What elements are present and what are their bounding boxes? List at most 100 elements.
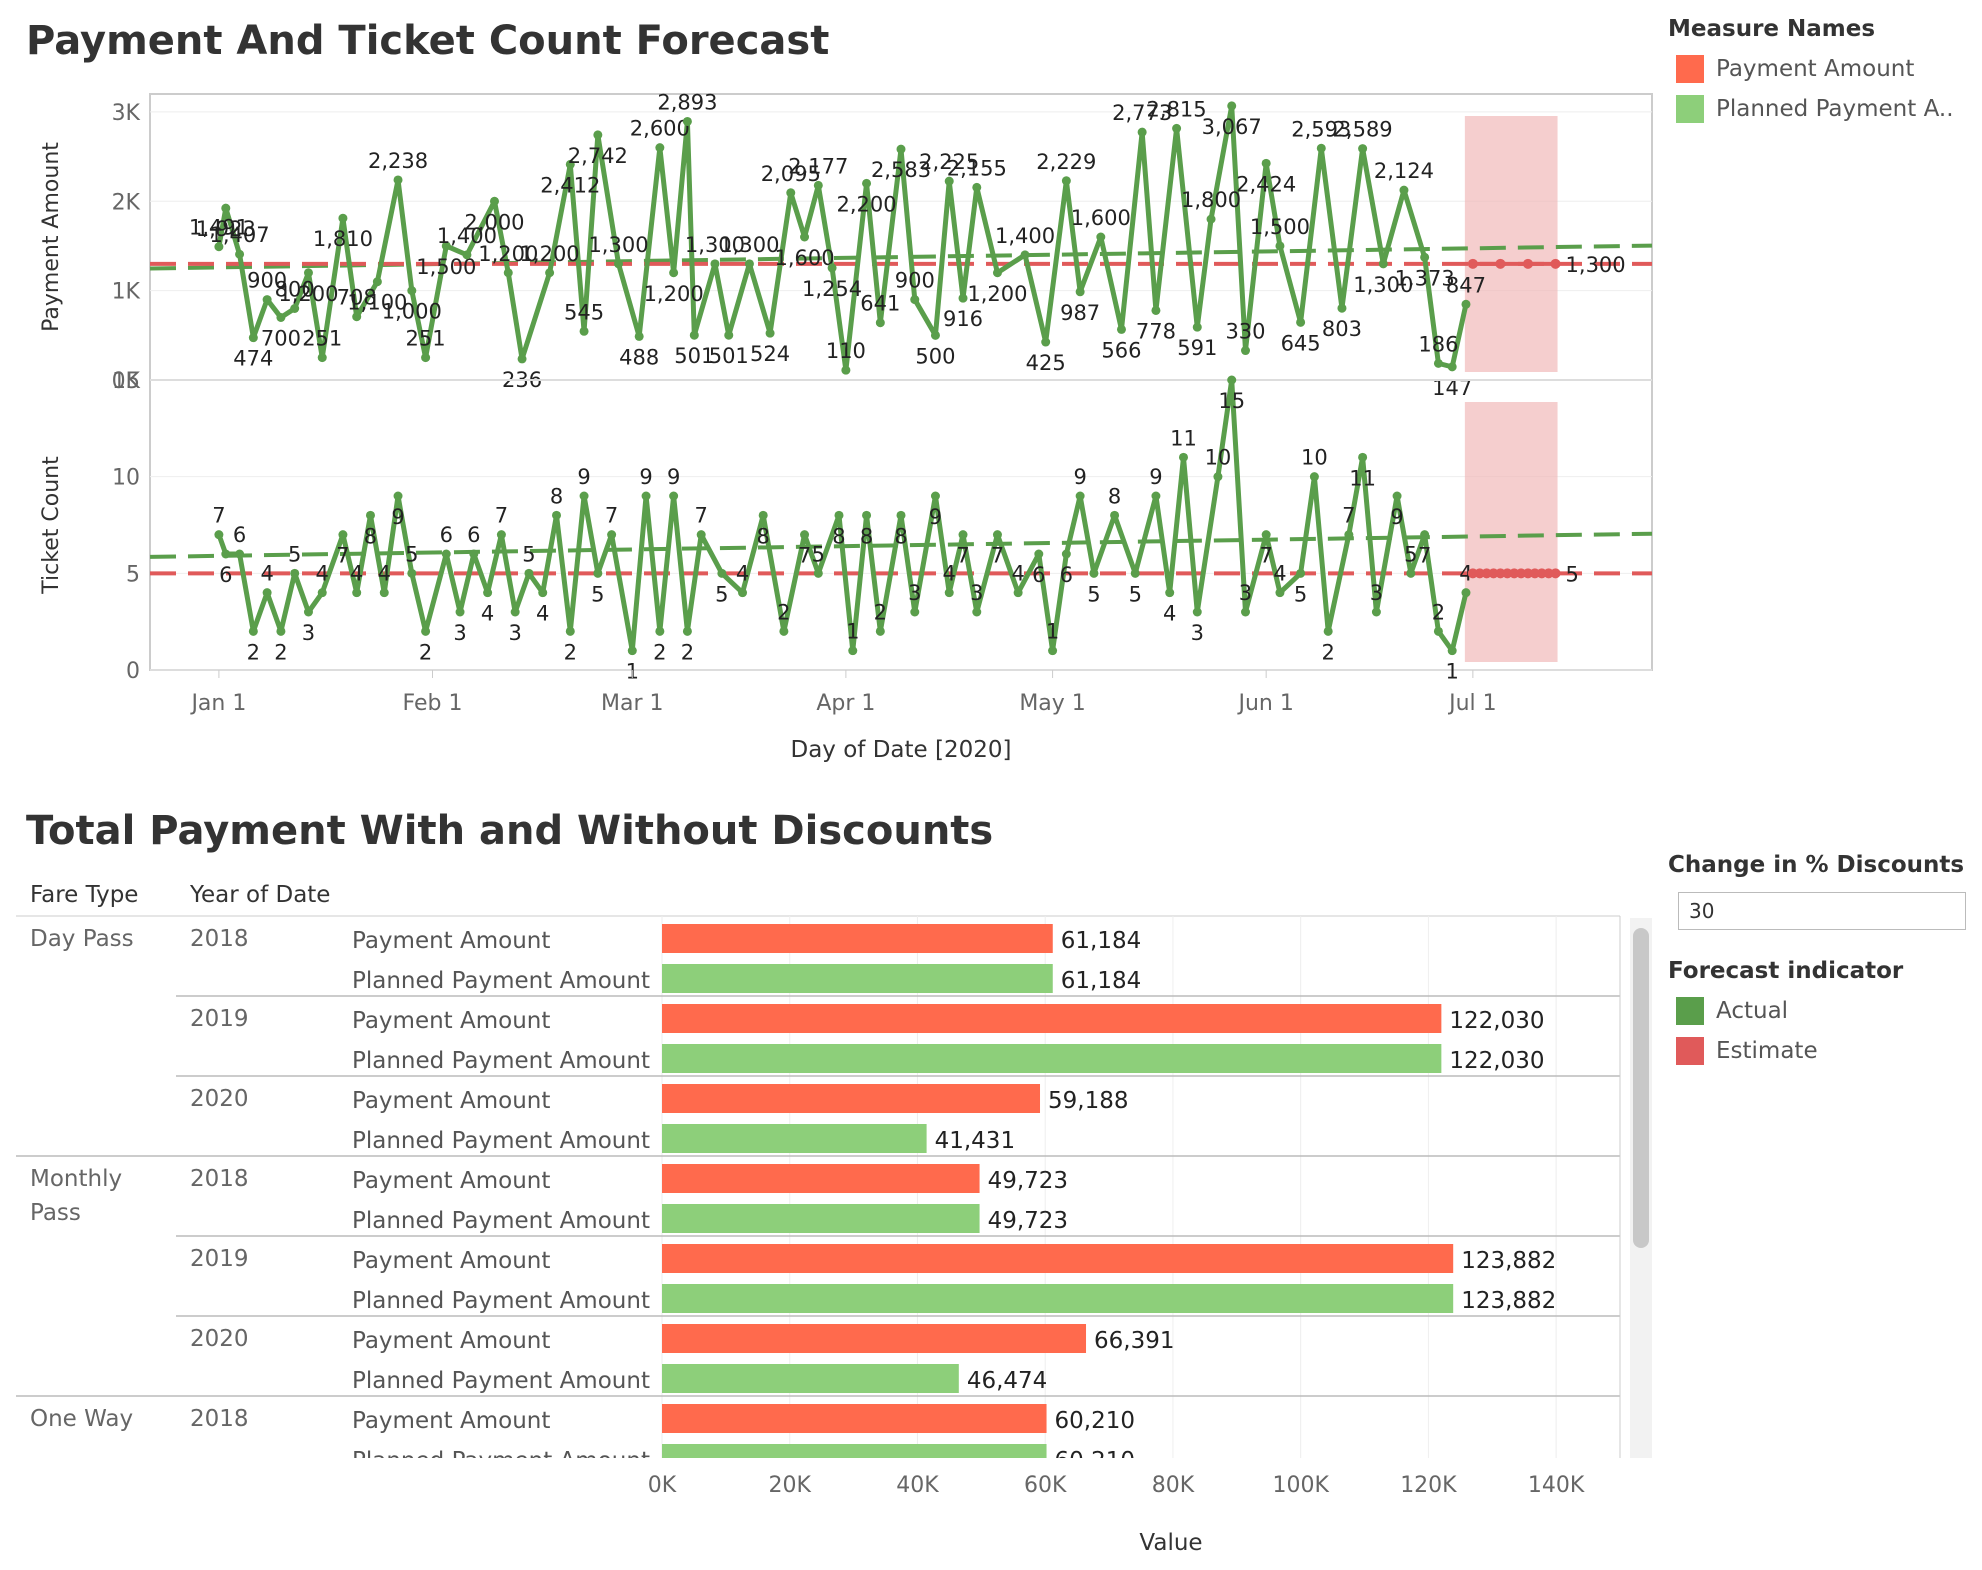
actual-data-label: 847 [1446, 273, 1486, 297]
y-tick-label: 5 [126, 562, 140, 587]
actual-data-label: 3 [1191, 621, 1204, 645]
actual-data-label: 2,229 [1036, 150, 1096, 174]
actual-point [758, 510, 768, 520]
bar [662, 1444, 1047, 1458]
estimate-point [1550, 258, 1561, 269]
bar-value-label: 46,474 [967, 1368, 1047, 1394]
bar [662, 1044, 1442, 1073]
actual-data-label: 1 [1046, 620, 1059, 644]
actual-data-label: 1 [1446, 660, 1459, 684]
actual-point [1089, 568, 1099, 578]
actual-data-label: 800 [275, 278, 315, 302]
y-tick-label: 10 [112, 466, 140, 491]
measure-label: Payment Amount [352, 1008, 550, 1034]
actual-point [834, 510, 844, 520]
actual-data-label: 501 [709, 344, 749, 368]
bar [662, 1204, 980, 1233]
actual-data-label: 4 [1459, 562, 1472, 586]
actual-data-label: 7 [336, 544, 349, 568]
table-scrollbar-thumb[interactable] [1633, 928, 1649, 1248]
actual-point [317, 353, 327, 363]
actual-point [1399, 185, 1409, 195]
actual-data-label: 2,589 [1333, 118, 1393, 142]
estimate-point [1474, 568, 1485, 579]
actual-data-label: 2 [777, 600, 790, 624]
actual-point [290, 304, 300, 313]
actual-data-label: 2,893 [657, 90, 717, 114]
y-tick-label: 15 [112, 369, 140, 394]
legend-item-actual[interactable]: Actual [1676, 996, 1788, 1026]
actual-data-label: 7 [1342, 504, 1355, 528]
actual-data-label: 1,300 [1353, 273, 1413, 297]
actual-point [1316, 143, 1326, 153]
actual-data-label: 2,095 [761, 162, 821, 186]
actual-point [235, 549, 245, 559]
actual-data-label: 8 [832, 524, 845, 548]
actual-data-label: 2,155 [947, 156, 1007, 180]
actual-data-label: 3 [453, 621, 466, 645]
actual-data-label: 9 [577, 465, 590, 489]
actual-point [338, 530, 348, 540]
actual-data-label: 186 [1418, 332, 1458, 356]
actual-point [1048, 646, 1058, 656]
actual-point [352, 588, 362, 598]
actual-data-label: 4 [736, 562, 749, 586]
actual-data-label: 2,238 [368, 149, 428, 173]
actual-data-label: 6 [440, 523, 453, 547]
x-tick-label: 60K [1024, 1473, 1067, 1498]
bar-table-body: Day Pass 2018 Payment Amount 61,184 Planned … [16, 916, 1620, 1458]
actual-data-label: 5 [1294, 582, 1307, 606]
actual-data-label: 425 [1026, 351, 1066, 375]
forecast-confidence-band [1464, 402, 1558, 662]
actual-point [682, 626, 692, 636]
actual-point [862, 178, 872, 188]
actual-data-label: 7 [495, 504, 508, 528]
year-label: 2020 [190, 1326, 249, 1352]
actual-point [1061, 176, 1071, 186]
actual-point [669, 268, 679, 278]
actual-data-label: 6 [233, 523, 246, 547]
actual-point [607, 530, 617, 540]
x-tick-label: Feb 1 [403, 691, 463, 716]
legend-item-estimate[interactable]: Estimate [1676, 1036, 1818, 1066]
actual-point [800, 530, 810, 540]
legend-item-planned-payment[interactable]: Planned Payment A.. [1676, 94, 1954, 124]
discounts-bar-chart[interactable]: Fare Type Year of Date Day Pass 2018 Payment… [0, 850, 1660, 1570]
actual-data-label: 6 [219, 563, 232, 587]
actual-data-label: 2 [274, 640, 287, 664]
actual-data-label: 2,583 [871, 158, 931, 182]
actual-point [303, 607, 313, 617]
actual-data-label: 1,000 [382, 300, 442, 324]
actual-point [1378, 259, 1388, 269]
y-tick-label: 0 [126, 659, 140, 684]
actual-point [365, 510, 375, 520]
legend-item-payment-amount[interactable]: Payment Amount [1676, 54, 1914, 84]
actual-data-label: 6 [1032, 563, 1045, 587]
discount-percent-input[interactable]: 30 [1678, 892, 1966, 930]
actual-point [765, 328, 775, 338]
actual-point [503, 268, 513, 278]
planned-payment-swatch [1676, 95, 1704, 123]
bar-value-label: 61,184 [1061, 928, 1141, 954]
bar-value-label: 60,210 [1055, 1408, 1135, 1434]
estimate-point [1543, 568, 1554, 579]
actual-point [634, 331, 644, 341]
actual-point [441, 241, 451, 251]
year-label: 2018 [190, 1166, 249, 1192]
actual-point [407, 286, 417, 296]
actual-data-label: 4 [1163, 602, 1176, 626]
actual-point [524, 568, 534, 578]
actual-point [827, 263, 837, 273]
actual-point [1433, 358, 1443, 368]
actual-data-label: 1 [846, 620, 859, 644]
measure-label: Payment Amount [352, 1408, 550, 1434]
actual-data-label: 474 [233, 347, 273, 371]
actual-point [1172, 123, 1182, 133]
actual-data-label: 1,100 [347, 291, 407, 315]
actual-point [276, 312, 286, 322]
estimate-data-label: 1,300 [1566, 253, 1626, 277]
bar-value-label: 41,431 [935, 1128, 1015, 1154]
actual-data-label: 708 [337, 286, 377, 310]
bar-value-label: 122,030 [1449, 1048, 1544, 1074]
